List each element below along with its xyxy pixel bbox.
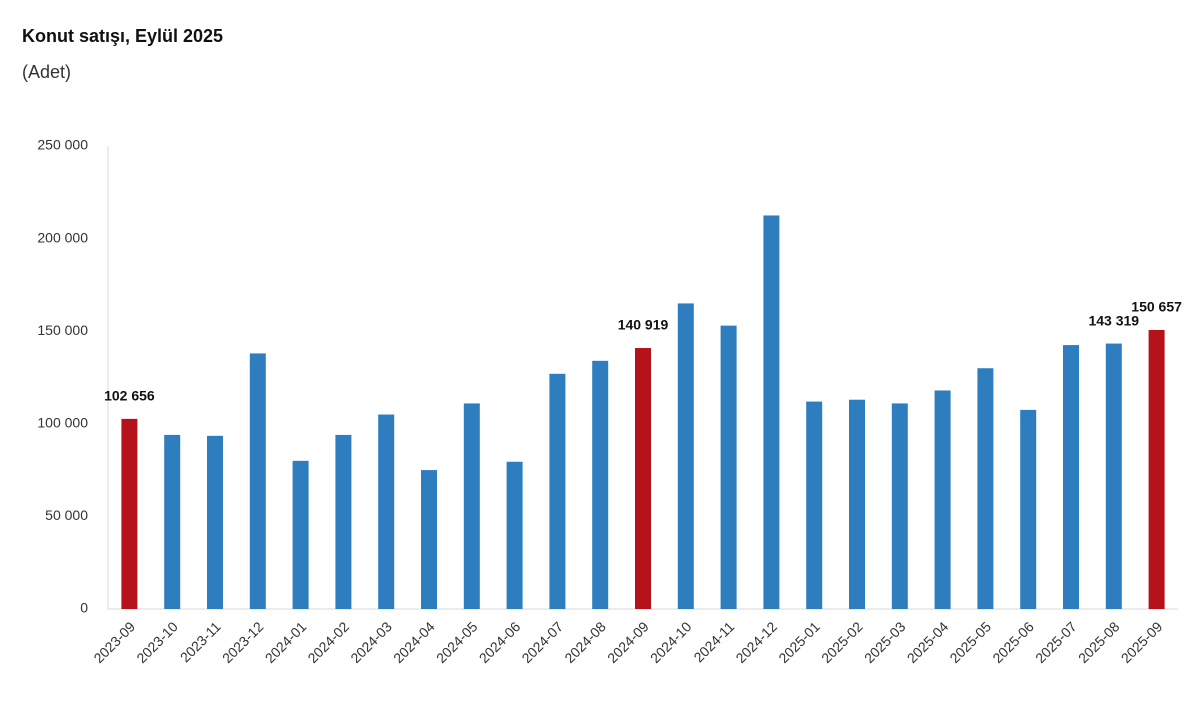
y-tick-label: 200 000	[37, 229, 88, 245]
bar	[249, 353, 266, 609]
bar	[849, 399, 865, 609]
bar	[164, 434, 181, 609]
y-tick-label: 100 000	[37, 415, 88, 431]
chart-subtitle: (Adet)	[22, 62, 71, 82]
bar	[1063, 345, 1079, 609]
bar	[1020, 409, 1037, 609]
bar	[549, 373, 566, 609]
chart-title: Konut satışı, Eylül 2025	[22, 26, 223, 46]
x-tick-label: 2023-09	[90, 618, 138, 666]
y-tick-label: 150 000	[37, 322, 88, 338]
x-tick-label: 2024-04	[390, 618, 438, 666]
x-tick-label: 2024-06	[476, 618, 524, 666]
x-tick-label: 2025-04	[904, 618, 952, 666]
bar	[1148, 329, 1165, 609]
x-tick-label: 2023-10	[133, 618, 181, 666]
bar	[934, 390, 951, 609]
bar	[421, 470, 437, 609]
x-tick-label: 2025-05	[946, 618, 994, 666]
bar	[806, 401, 823, 609]
x-tick-label: 2025-02	[818, 618, 866, 666]
x-tick-label: 2024-05	[433, 618, 481, 666]
bar	[891, 403, 908, 609]
x-tick-label: 2024-09	[604, 618, 652, 666]
y-tick-label: 250 000	[37, 137, 88, 153]
bar	[677, 303, 694, 609]
bar	[635, 348, 651, 609]
x-tick-label: 2024-10	[647, 618, 695, 666]
bar	[121, 418, 138, 609]
x-tick-label: 2024-03	[347, 618, 395, 666]
y-tick-label: 50 000	[45, 507, 88, 523]
x-tick-label: 2025-09	[1118, 618, 1166, 666]
x-tick-label: 2024-11	[690, 618, 737, 665]
bar	[207, 435, 223, 609]
x-tick-label: 2024-01	[262, 618, 310, 666]
bar	[1105, 343, 1122, 609]
x-tick-label: 2025-06	[989, 618, 1037, 666]
x-tick-label: 2024-02	[304, 618, 352, 666]
value-label: 102 656	[104, 388, 155, 404]
value-label: 143 319	[1088, 312, 1139, 328]
bar	[335, 434, 352, 609]
value-label: 150 657	[1131, 299, 1182, 315]
x-tick-label: 2023-12	[219, 618, 267, 666]
x-tick-label: 2024-08	[561, 618, 609, 666]
bar	[763, 215, 780, 609]
x-tick-label: 2023-11	[177, 618, 224, 665]
bar	[977, 368, 994, 609]
x-tick-label: 2025-01	[775, 618, 823, 666]
bar	[463, 403, 480, 609]
bar	[292, 460, 309, 609]
bar	[720, 325, 737, 609]
x-tick-label: 2024-12	[732, 618, 780, 666]
value-label: 140 919	[618, 317, 669, 333]
bar	[378, 414, 395, 609]
bar	[592, 360, 609, 609]
x-tick-label: 2025-08	[1075, 618, 1123, 666]
x-tick-label: 2025-03	[861, 618, 909, 666]
x-tick-label: 2024-07	[518, 618, 566, 666]
y-tick-label: 0	[80, 600, 88, 616]
bar	[506, 461, 523, 609]
x-tick-label: 2025-07	[1032, 618, 1080, 666]
